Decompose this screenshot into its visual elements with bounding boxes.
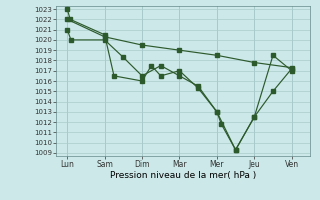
- X-axis label: Pression niveau de la mer( hPa ): Pression niveau de la mer( hPa ): [110, 171, 256, 180]
